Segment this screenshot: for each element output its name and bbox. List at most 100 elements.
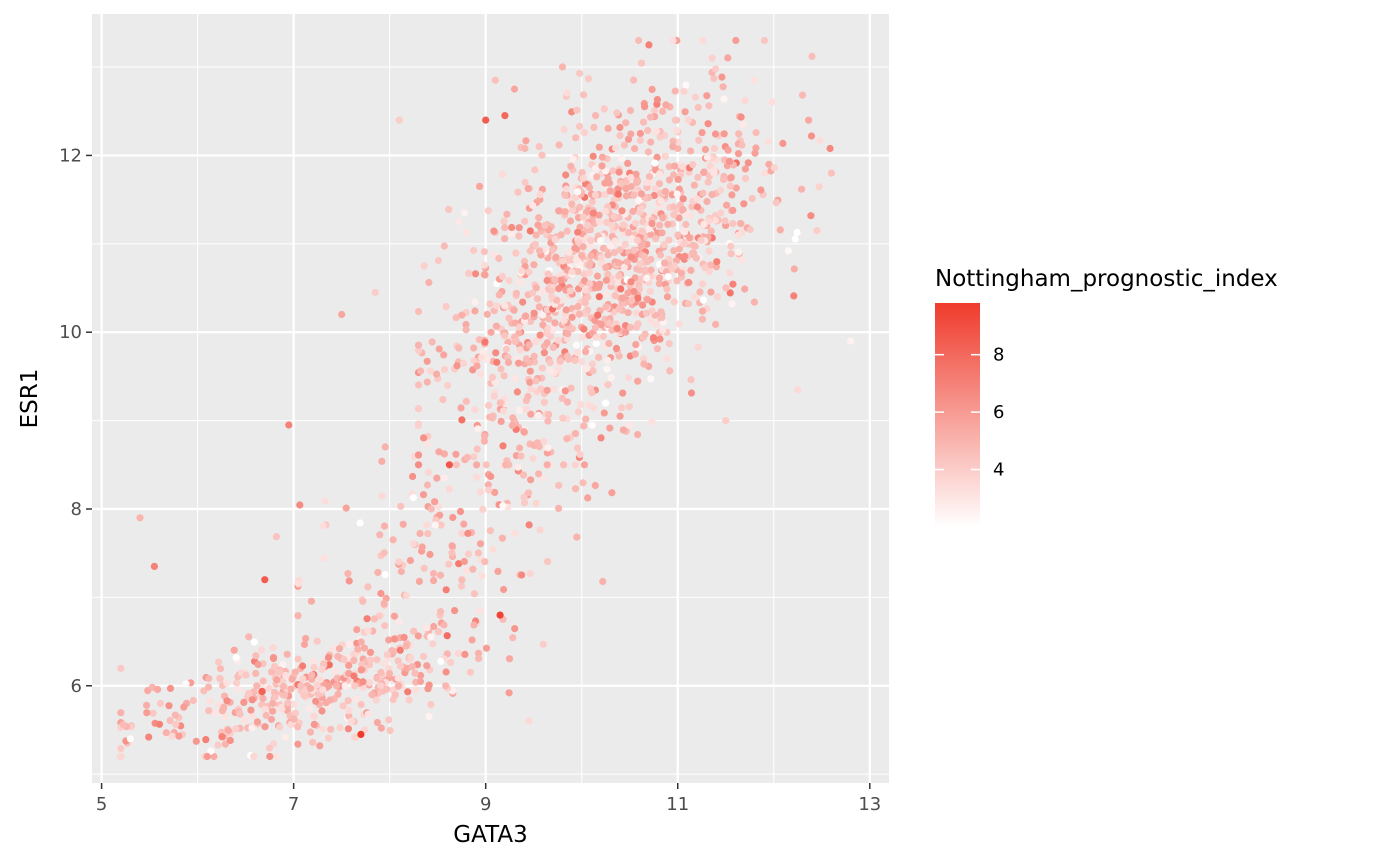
data-point: [735, 130, 743, 138]
data-point: [608, 221, 616, 230]
data-point: [586, 268, 594, 277]
data-point: [685, 278, 693, 287]
data-point: [556, 357, 564, 365]
data-point: [248, 724, 256, 732]
data-point: [722, 284, 730, 292]
data-point: [671, 162, 679, 170]
data-point: [527, 410, 535, 418]
data-point: [512, 249, 520, 257]
y-axis-ticks: 6 8 10 12: [59, 145, 92, 697]
data-point: [292, 709, 300, 717]
data-point: [259, 677, 267, 685]
data-point: [703, 92, 711, 100]
data-point: [214, 741, 222, 749]
data-point: [405, 696, 413, 704]
data-point: [590, 123, 598, 131]
data-point: [477, 353, 485, 362]
data-point: [495, 291, 503, 299]
data-point: [449, 513, 457, 522]
data-point: [350, 656, 358, 665]
data-point: [271, 693, 279, 701]
y-tick-label: 10: [59, 322, 82, 343]
data-point: [471, 307, 479, 315]
data-point: [402, 591, 410, 600]
data-point: [515, 232, 523, 240]
data-point: [530, 261, 538, 269]
data-point: [319, 725, 327, 733]
data-point: [768, 98, 776, 106]
data-point: [576, 69, 584, 77]
data-point: [541, 221, 549, 230]
data-point: [259, 694, 267, 703]
data-point: [503, 210, 511, 218]
data-point: [363, 615, 371, 623]
data-point: [149, 709, 157, 717]
data-point: [592, 333, 601, 341]
data-point: [395, 618, 404, 626]
data-point: [279, 682, 288, 691]
data-point: [409, 494, 417, 502]
data-point: [571, 430, 580, 438]
data-point: [489, 412, 497, 420]
data-point: [519, 298, 527, 306]
data-point: [490, 392, 498, 400]
data-point: [584, 293, 592, 301]
data-point: [734, 248, 743, 256]
data-point: [764, 138, 773, 146]
data-point: [205, 707, 213, 715]
data-point: [565, 248, 573, 256]
data-point: [631, 145, 639, 153]
y-tick-label: 6: [71, 676, 82, 697]
data-point: [657, 197, 665, 205]
data-point: [678, 163, 687, 171]
data-point: [665, 163, 673, 171]
data-point: [370, 615, 378, 623]
data-point: [689, 241, 697, 250]
data-point: [497, 417, 505, 425]
data-point: [497, 365, 505, 373]
data-point: [656, 251, 665, 259]
data-point: [826, 144, 834, 153]
data-point: [385, 716, 393, 724]
data-point: [484, 207, 492, 215]
data-point: [490, 251, 498, 259]
data-point: [514, 463, 522, 471]
data-point: [423, 439, 431, 447]
data-point: [305, 705, 313, 713]
data-point: [358, 661, 366, 669]
data-point: [591, 481, 599, 490]
data-point: [728, 191, 736, 199]
data-point: [658, 314, 666, 322]
data-point: [498, 272, 507, 280]
data-point: [578, 252, 586, 260]
data-point: [546, 367, 555, 375]
data-point: [585, 75, 593, 83]
data-point: [589, 209, 598, 217]
data-point: [605, 319, 613, 327]
data-point: [622, 192, 631, 200]
data-point: [265, 684, 273, 692]
data-point: [493, 358, 501, 366]
data-point: [501, 332, 509, 340]
data-point: [359, 678, 367, 686]
data-point: [476, 370, 484, 378]
data-point: [326, 696, 334, 704]
data-point: [669, 171, 678, 179]
data-point: [279, 661, 287, 669]
data-point: [647, 138, 655, 146]
data-point: [589, 360, 597, 368]
data-point: [236, 710, 244, 718]
data-point: [528, 201, 537, 209]
data-point: [698, 315, 707, 323]
data-point: [471, 270, 480, 278]
data-point: [684, 116, 692, 124]
data-point: [619, 294, 627, 302]
data-point: [423, 662, 431, 670]
data-point: [439, 396, 447, 404]
data-point: [442, 586, 450, 594]
data-point: [496, 611, 504, 619]
data-point: [313, 637, 321, 645]
data-point: [518, 267, 526, 275]
data-point: [257, 646, 266, 654]
data-point: [563, 435, 571, 443]
